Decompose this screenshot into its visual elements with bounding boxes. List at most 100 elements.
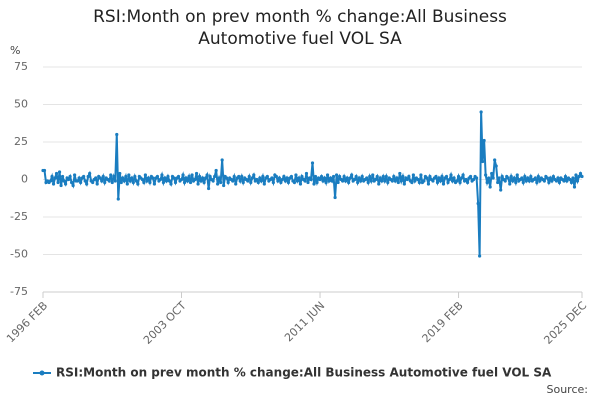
data-point xyxy=(172,176,176,180)
data-point xyxy=(322,176,327,180)
data-point xyxy=(199,179,203,183)
data-point xyxy=(452,176,456,180)
data-point xyxy=(298,182,303,186)
data-point xyxy=(304,171,309,176)
data-point xyxy=(219,180,223,185)
data-point xyxy=(255,177,259,182)
data-point xyxy=(366,180,370,185)
data-point xyxy=(550,179,554,183)
data-point xyxy=(524,179,528,183)
data-point xyxy=(554,179,559,183)
data-point xyxy=(499,188,503,192)
data-point xyxy=(411,173,415,177)
data-point xyxy=(375,174,379,179)
data-point xyxy=(514,180,518,185)
data-point xyxy=(380,179,384,183)
data-point xyxy=(213,174,217,179)
data-point xyxy=(185,179,190,183)
data-point xyxy=(508,182,512,186)
chart-title: RSI:Month on prev month % change:All Bus… xyxy=(93,7,507,49)
data-point xyxy=(325,173,330,177)
y-tick-label: 50 xyxy=(14,98,28,111)
data-point xyxy=(85,182,89,186)
data-point xyxy=(494,164,498,168)
data-point xyxy=(491,176,495,180)
data-point xyxy=(446,180,450,185)
data-point xyxy=(425,176,429,180)
data-point xyxy=(526,176,530,180)
data-point xyxy=(402,182,406,186)
data-point xyxy=(68,174,72,179)
data-point xyxy=(179,177,184,182)
data-point xyxy=(115,132,119,137)
data-point xyxy=(217,176,221,180)
data-point xyxy=(181,173,185,177)
data-point xyxy=(374,177,378,182)
data-point xyxy=(282,174,286,179)
data-point xyxy=(190,173,194,177)
data-point xyxy=(334,173,339,177)
data-point xyxy=(476,201,480,206)
data-point xyxy=(318,177,322,182)
data-point xyxy=(130,176,134,180)
data-point xyxy=(515,173,519,177)
data-point xyxy=(112,174,116,179)
data-point xyxy=(342,174,346,179)
data-point xyxy=(336,180,340,185)
legend-label: RSI:Month on prev month % change:All Bus… xyxy=(56,366,552,380)
y-tick-label: -50 xyxy=(10,248,28,261)
data-point xyxy=(475,176,479,180)
data-point xyxy=(202,180,206,185)
data-point xyxy=(357,176,361,180)
data-point xyxy=(238,179,242,183)
data-point xyxy=(116,197,120,201)
data-point xyxy=(194,171,199,176)
data-point xyxy=(73,173,77,177)
data-point xyxy=(396,180,400,185)
data-point xyxy=(241,180,245,185)
data-point xyxy=(77,176,81,180)
y-axis-label: % xyxy=(10,44,20,57)
data-point xyxy=(265,174,269,179)
data-point xyxy=(368,174,372,179)
data-point xyxy=(60,174,65,179)
data-point xyxy=(164,179,169,183)
data-point xyxy=(348,176,352,180)
x-tick-label: 2011 JUN xyxy=(282,299,327,344)
data-point xyxy=(493,158,497,162)
y-tick-label: 0 xyxy=(21,173,28,186)
data-point xyxy=(57,170,62,174)
y-tick-label: -25 xyxy=(10,210,28,223)
data-point xyxy=(536,174,540,179)
data-point xyxy=(386,180,390,185)
data-point xyxy=(338,174,342,179)
data-point xyxy=(312,182,316,186)
data-point xyxy=(557,180,562,185)
data-point xyxy=(70,180,74,185)
y-tick-label: -75 xyxy=(10,285,28,298)
data-point xyxy=(285,176,289,180)
data-point xyxy=(419,173,423,177)
data-point xyxy=(503,179,507,183)
x-tick-label: 2025 DEC xyxy=(541,299,589,347)
data-point xyxy=(231,179,235,183)
data-point xyxy=(188,180,193,185)
data-point xyxy=(383,179,387,183)
data-point xyxy=(148,180,152,185)
data-point xyxy=(109,173,113,177)
data-point xyxy=(324,180,328,185)
data-point xyxy=(214,168,218,173)
data-point xyxy=(122,179,126,183)
data-point xyxy=(482,138,486,143)
data-point xyxy=(182,180,187,185)
data-point xyxy=(533,176,537,180)
data-point xyxy=(490,171,494,176)
data-point xyxy=(256,180,260,185)
data-point xyxy=(354,174,358,179)
data-point xyxy=(547,180,551,185)
data-point xyxy=(447,177,452,182)
data-point xyxy=(377,182,381,186)
data-point xyxy=(416,177,420,182)
